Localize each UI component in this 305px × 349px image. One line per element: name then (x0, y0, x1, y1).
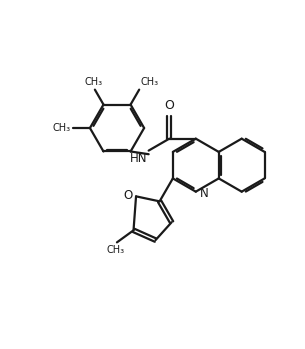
Text: CH₃: CH₃ (141, 77, 159, 87)
Text: N: N (200, 187, 208, 200)
Text: HN: HN (130, 152, 147, 165)
Text: CH₃: CH₃ (106, 245, 124, 255)
Text: CH₃: CH₃ (53, 123, 71, 133)
Text: CH₃: CH₃ (84, 77, 102, 87)
Text: O: O (124, 189, 133, 202)
Text: O: O (164, 99, 174, 112)
